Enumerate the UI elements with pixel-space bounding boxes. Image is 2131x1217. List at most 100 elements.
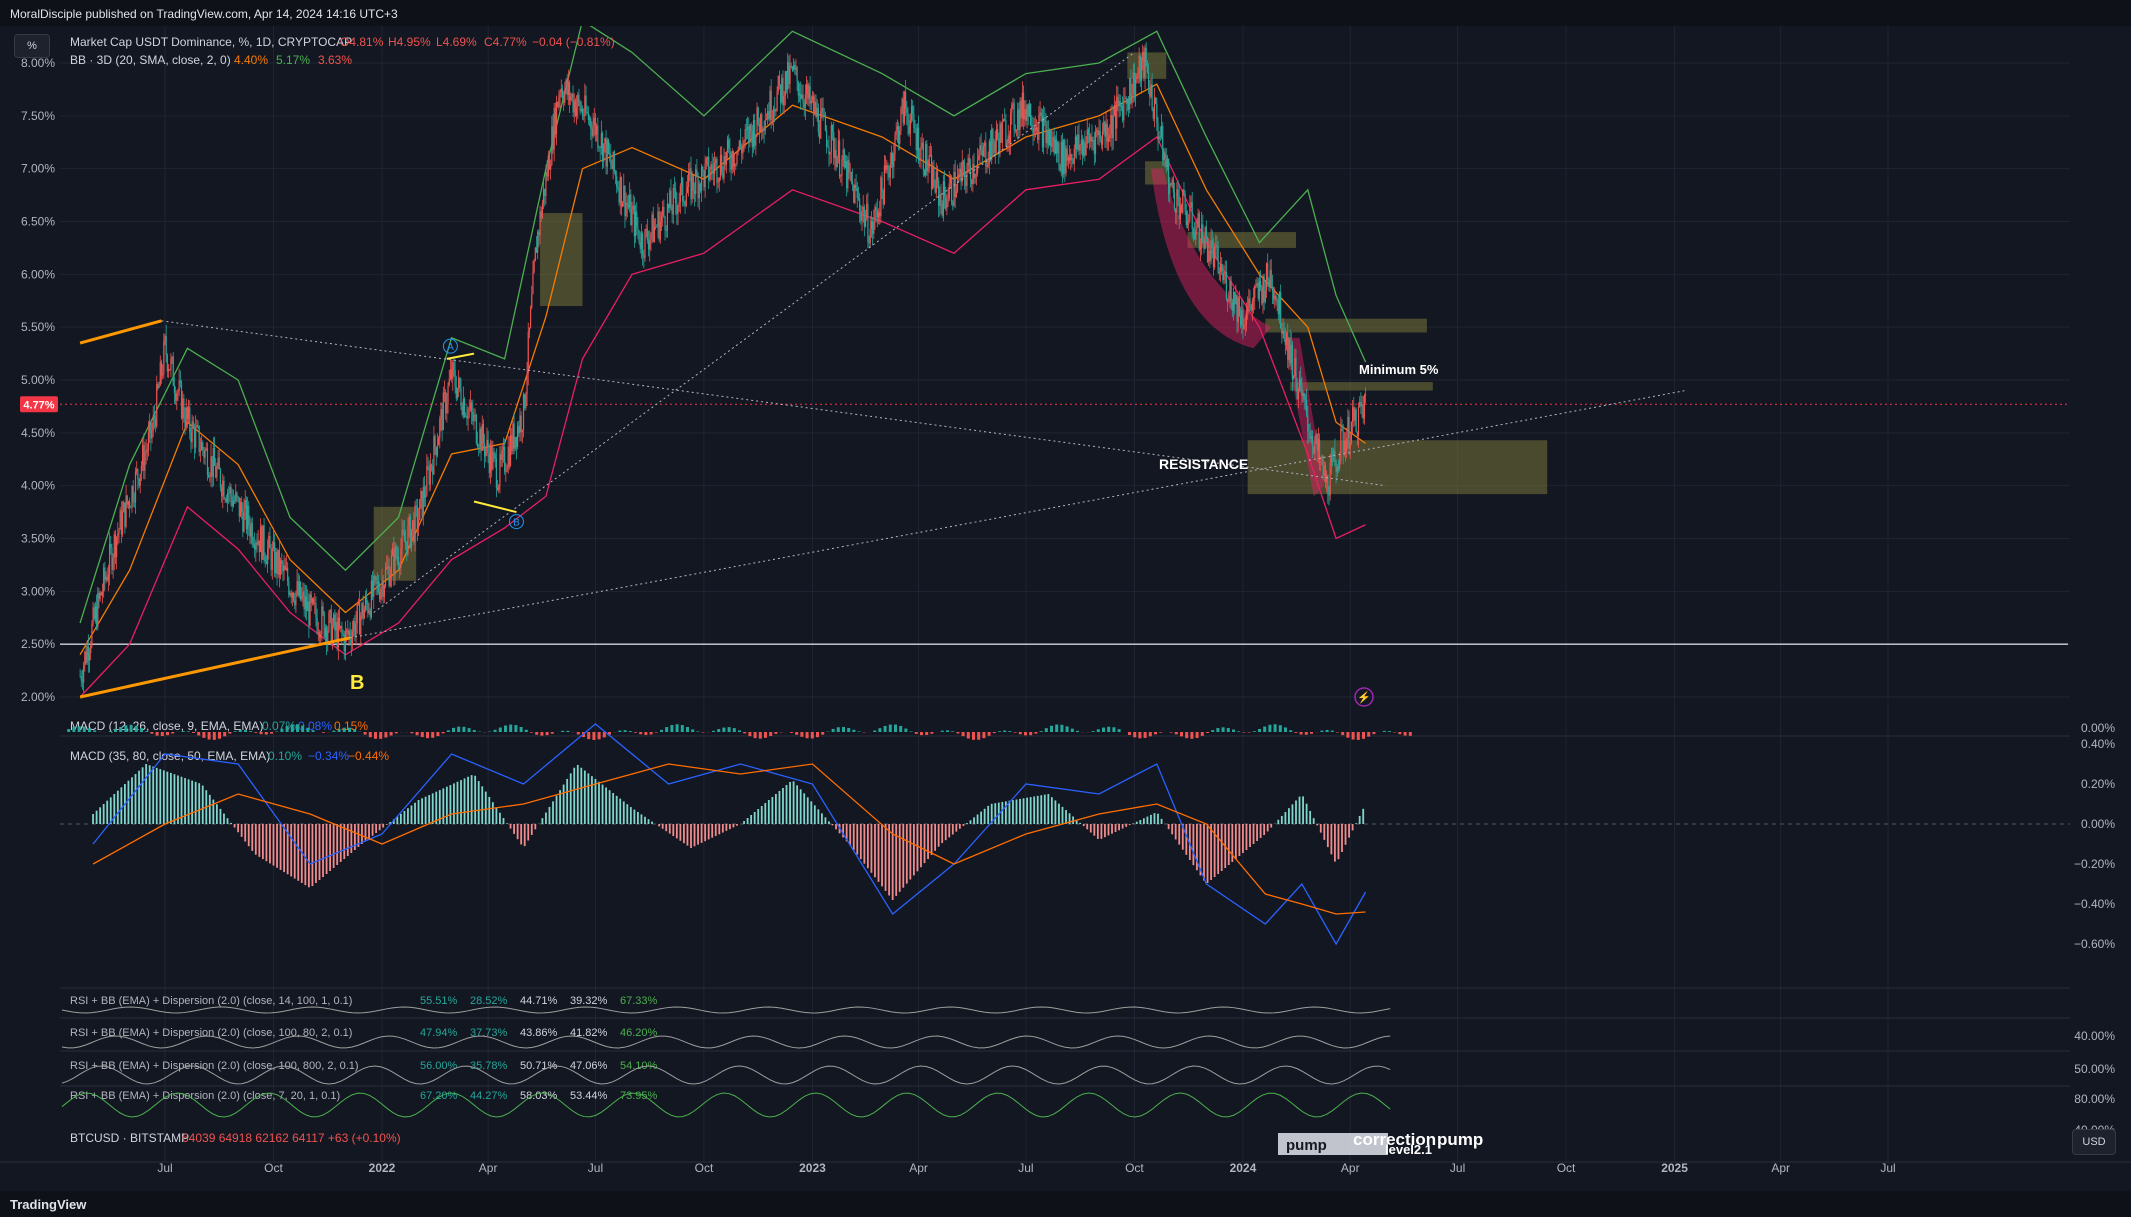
macd2-y-tick: −0.20%: [2074, 857, 2115, 871]
macd2-bar: [530, 824, 533, 835]
macd2-bar: [1065, 810, 1067, 824]
candle-body: [1178, 196, 1180, 220]
candle-body: [1068, 157, 1071, 161]
pink-arc-zone: [1150, 168, 1272, 349]
macd2-bar: [941, 824, 944, 844]
candle-body: [698, 183, 700, 199]
macd2-bar: [456, 781, 459, 824]
candle-body: [677, 206, 679, 214]
candle-body: [914, 128, 916, 133]
macd1-bar: [732, 728, 736, 732]
macd1-bar: [1076, 730, 1079, 732]
x-tick-label: Jul: [157, 1161, 172, 1175]
candle-body: [686, 186, 689, 194]
candle-body: [1333, 450, 1335, 456]
candle-body: [1195, 229, 1197, 240]
candle-body: [953, 171, 955, 206]
candle-body: [1275, 295, 1277, 301]
candle-body: [560, 88, 562, 93]
candle-body: [1070, 154, 1072, 161]
candle-body: [966, 171, 968, 187]
macd1-bar: [800, 732, 804, 737]
candle-body: [340, 625, 342, 628]
macd1-bar: [426, 732, 429, 739]
macd1-bar: [186, 731, 190, 732]
candle-body: [334, 614, 336, 631]
candle-body: [1104, 121, 1106, 137]
macd2-bar: [877, 824, 880, 882]
x-tick-label: Oct: [695, 1161, 714, 1175]
macd2-bar: [152, 766, 155, 824]
candle-body: [1098, 131, 1100, 136]
currency-button[interactable]: USD: [2072, 1129, 2116, 1155]
candle-body: [1317, 439, 1320, 451]
macd2-bar: [1238, 824, 1241, 856]
candle-body: [1228, 300, 1230, 302]
candle-body: [946, 202, 948, 209]
macd2-bar: [569, 773, 572, 824]
candle-body: [1173, 192, 1176, 209]
candle-body: [450, 369, 453, 380]
macd1-bar: [1278, 725, 1282, 732]
percent-scale-button[interactable]: %: [14, 34, 50, 58]
macd2-bar: [329, 824, 332, 871]
candle-body: [607, 139, 610, 154]
candle-body: [1025, 109, 1027, 121]
candle-body: [1072, 160, 1074, 164]
candle-body: [323, 612, 325, 637]
candle-body: [1169, 183, 1171, 195]
candle-body: [324, 627, 326, 637]
candle-body: [482, 423, 485, 444]
candle-body: [850, 172, 852, 182]
macd2-bar: [958, 824, 961, 829]
macd1-bar: [987, 732, 991, 736]
candle-body: [244, 500, 246, 509]
candle-body: [833, 132, 835, 158]
candle-body: [132, 486, 134, 502]
candle-body: [1362, 404, 1364, 419]
candle-body: [646, 228, 648, 241]
macd1-bar: [197, 732, 201, 736]
macd2-bar: [1040, 795, 1043, 824]
candle-body: [1229, 281, 1231, 301]
macd2-bar: [1033, 796, 1036, 824]
candle-body: [363, 609, 365, 619]
macd2-bar: [445, 786, 448, 824]
candle-body: [187, 407, 190, 420]
macd1-bar: [899, 726, 903, 732]
candle-body: [922, 142, 924, 170]
chart-canvas[interactable]: 8.00%7.50%7.00%6.50%6.00%5.50%5.00%4.50%…: [0, 26, 2131, 1191]
candle-body: [186, 407, 189, 420]
candle-body: [1158, 136, 1160, 139]
candle-body: [605, 138, 607, 167]
candle-body: [362, 603, 364, 619]
candle-body: [212, 448, 214, 477]
candle-body: [499, 454, 501, 486]
macd2-bar: [407, 808, 409, 824]
macd1-bar: [1294, 732, 1298, 733]
macd2-bar: [325, 824, 328, 874]
candle-body: [348, 630, 350, 635]
candle-body: [95, 606, 98, 628]
candle-body: [1359, 401, 1361, 407]
macd2-bar: [435, 791, 438, 824]
candle-body: [1091, 136, 1093, 142]
macd2-bar: [824, 817, 827, 824]
macd1-bar: [654, 732, 658, 733]
candle-body: [416, 506, 418, 529]
candle-body: [1322, 456, 1324, 477]
candle-body: [1270, 269, 1272, 287]
candle-body: [410, 529, 413, 548]
candle-body: [131, 486, 133, 508]
candle-body: [1256, 283, 1258, 286]
candle-body: [1050, 130, 1052, 147]
candle-body: [440, 409, 442, 420]
macd1-bar: [1211, 730, 1215, 732]
candle-body: [154, 419, 157, 427]
macd2-bar: [1277, 819, 1280, 824]
candle-body: [794, 64, 796, 70]
macd2-bar: [460, 780, 462, 824]
candle-body: [952, 202, 954, 206]
candle-body: [1153, 97, 1156, 119]
candle-body: [360, 615, 362, 635]
